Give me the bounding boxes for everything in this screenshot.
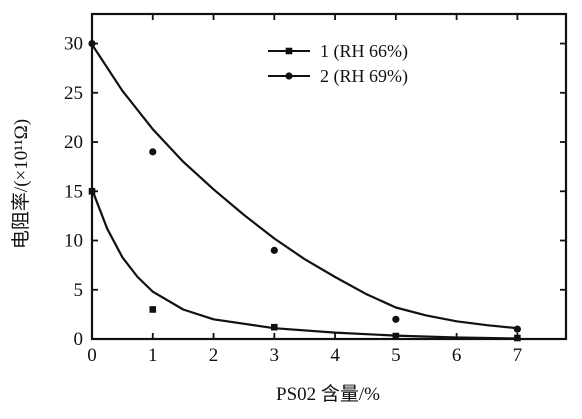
series-2-point-circle bbox=[88, 39, 96, 48]
legend-item-2-label: 2 (RH 69%) bbox=[320, 66, 408, 87]
x-tick-label: 4 bbox=[330, 345, 340, 366]
series-1-point-square bbox=[149, 306, 157, 313]
x-tick-label: 5 bbox=[391, 345, 401, 366]
series-1-point-square bbox=[392, 332, 400, 340]
plot-frame bbox=[90, 12, 568, 341]
y-tick-label: 20 bbox=[64, 132, 83, 153]
legend-item-2-marker bbox=[285, 72, 293, 80]
series-1-fit-curve bbox=[90, 188, 518, 340]
x-tick-label: 0 bbox=[87, 345, 97, 366]
series-2-point-circle bbox=[513, 325, 521, 333]
y-tick-label: 15 bbox=[64, 181, 83, 202]
series-2-fit-curve bbox=[91, 43, 518, 330]
series-2-point-circle bbox=[392, 315, 400, 323]
series-1-point-square bbox=[88, 187, 96, 195]
x-tick-label: 7 bbox=[513, 345, 523, 366]
x-tick-label: 6 bbox=[452, 345, 462, 366]
x-tick-label: 1 bbox=[148, 345, 158, 366]
x-axis-title: PS02 含量/% bbox=[276, 383, 380, 405]
series-2-point-circle bbox=[270, 246, 278, 254]
series-1-point-square bbox=[514, 334, 521, 342]
series-2-point-circle bbox=[149, 148, 157, 156]
series-1-point-square bbox=[271, 323, 278, 331]
y-tick-label: 0 bbox=[74, 329, 84, 350]
legend-item-1-marker bbox=[285, 47, 293, 55]
x-tick-label: 3 bbox=[270, 345, 280, 366]
legend-item-1-label: 1 (RH 66%) bbox=[320, 41, 408, 62]
y-tick-label: 30 bbox=[64, 34, 83, 55]
y-axis-title: 电阻率/(×10¹¹Ω) bbox=[10, 119, 32, 249]
y-tick-label: 5 bbox=[74, 280, 84, 301]
y-tick-label: 10 bbox=[64, 231, 83, 252]
y-tick-label: 25 bbox=[64, 83, 83, 104]
x-tick-label: 2 bbox=[209, 345, 219, 366]
